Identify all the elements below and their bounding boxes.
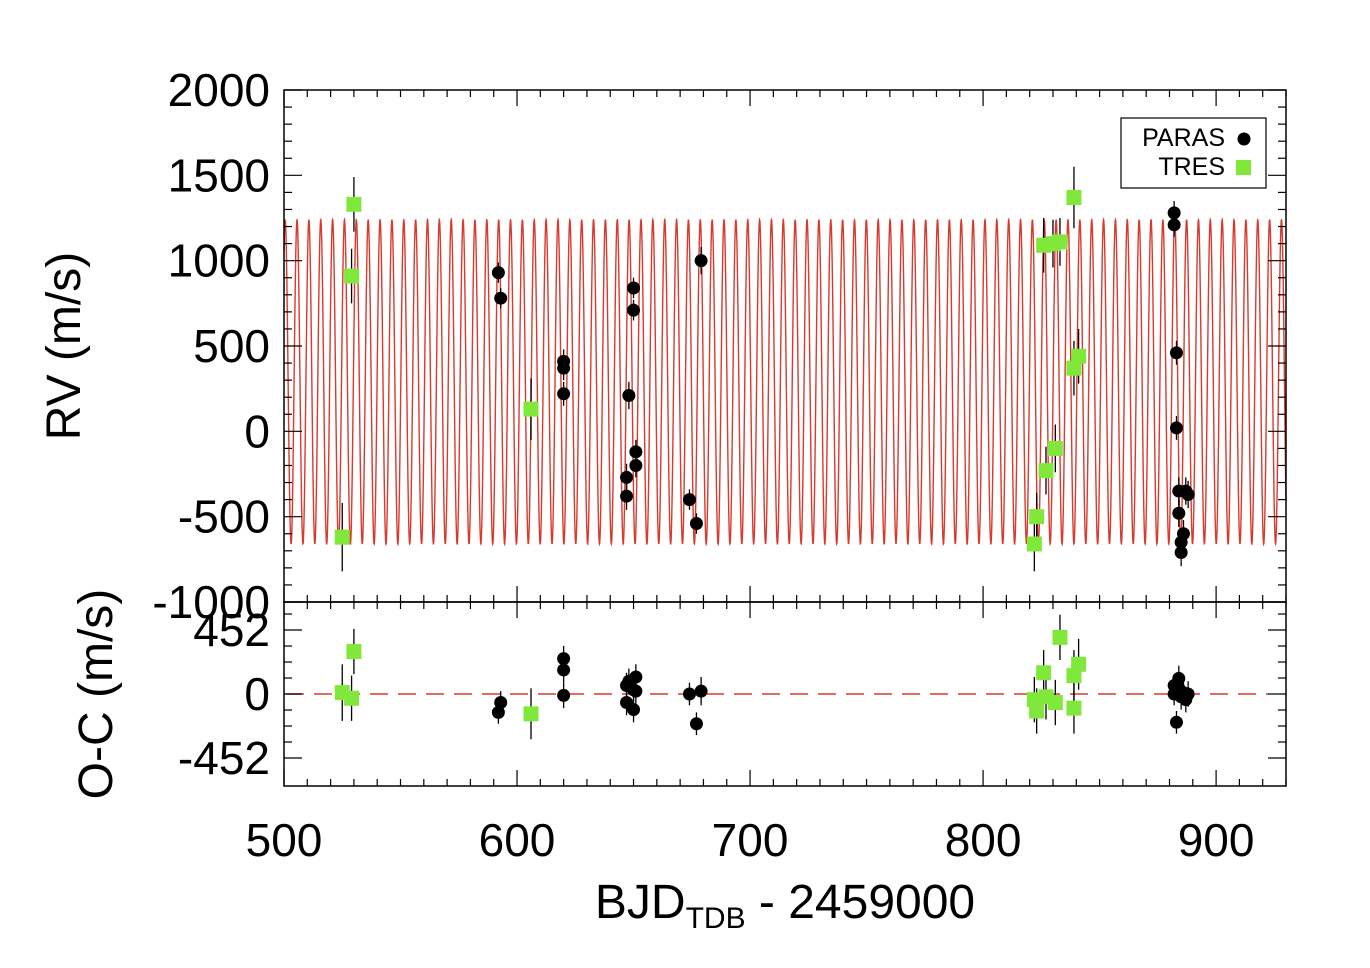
paras-point xyxy=(629,458,643,472)
tres-point xyxy=(523,401,539,417)
paras-point xyxy=(627,703,641,717)
paras-point xyxy=(1169,346,1183,360)
legend: PARAS TRES xyxy=(1120,117,1267,189)
paras-point xyxy=(1181,687,1195,701)
rv-y-axis-title: RV (m/s) xyxy=(38,252,91,440)
legend-marker-tres xyxy=(1236,160,1251,175)
paras-point xyxy=(1169,421,1183,435)
tres-point xyxy=(1026,536,1042,552)
paras-point xyxy=(1167,218,1181,232)
paras-point xyxy=(629,445,643,459)
tres-point xyxy=(1071,656,1087,672)
paras-point xyxy=(494,291,508,305)
tres-point xyxy=(1047,694,1063,710)
rv-y-tick-labels: 2000 1500 1000 500 0 -500 -1000 xyxy=(152,64,270,628)
paras-point xyxy=(494,695,508,709)
y-tick-label: 2000 xyxy=(168,64,270,116)
rv-model-curve-layer xyxy=(283,217,1287,547)
paras-point xyxy=(627,281,641,295)
paras-point xyxy=(491,705,505,719)
y-tick-label: -500 xyxy=(178,491,270,543)
y-tick-label: -452 xyxy=(178,732,270,784)
tres-point xyxy=(1029,509,1045,525)
legend-marker-paras xyxy=(1237,132,1251,146)
tres-point xyxy=(1052,629,1068,645)
paras-point xyxy=(620,489,634,503)
paras-point xyxy=(682,493,696,507)
x-tick-label: 500 xyxy=(246,814,323,866)
tres-point xyxy=(346,196,362,212)
tres-point xyxy=(523,706,539,722)
paras-point xyxy=(1174,546,1188,560)
x-axis-title-suffix: - 2459000 xyxy=(746,876,976,929)
paras-point xyxy=(1169,715,1183,729)
paras-point xyxy=(622,388,636,402)
tres-point xyxy=(1052,234,1068,250)
tres-point xyxy=(1036,665,1052,681)
oc-y-tick-labels: 452 0 -452 xyxy=(178,604,270,784)
x-tick-labels: 500 600 700 800 900 xyxy=(246,814,1255,866)
tres-point xyxy=(1038,463,1054,479)
legend-label-tres: TRES xyxy=(1158,153,1225,181)
oc-points-layer xyxy=(334,629,1195,731)
x-tick-label: 700 xyxy=(712,814,789,866)
paras-point xyxy=(629,670,643,684)
paras-point xyxy=(1181,487,1195,501)
tres-point xyxy=(1026,692,1042,708)
paras-point xyxy=(1172,671,1186,685)
oc-panel: 452 0 -452 O-C (m/s) xyxy=(70,589,1287,800)
oc-axis-ticks xyxy=(283,602,1287,786)
x-axis-title-subscript: TDB xyxy=(686,902,746,935)
paras-point xyxy=(694,254,708,268)
rv-model-curve xyxy=(283,217,1287,547)
x-tick-label: 800 xyxy=(945,814,1022,866)
tres-point xyxy=(1066,190,1082,206)
rv-points-layer xyxy=(334,190,1195,560)
y-tick-label: 0 xyxy=(244,405,270,457)
rv-panel: 2000 1500 1000 500 0 -500 -1000 RV (m/s) xyxy=(38,64,1287,628)
paras-point xyxy=(491,266,505,280)
tres-point xyxy=(1066,700,1082,716)
paras-point xyxy=(620,470,634,484)
paras-point xyxy=(689,717,703,731)
y-tick-label: 1500 xyxy=(168,149,270,201)
x-tick-label: 600 xyxy=(479,814,556,866)
y-tick-label: 0 xyxy=(244,668,270,720)
paras-point xyxy=(557,361,571,375)
tres-point xyxy=(1071,348,1087,364)
paras-point xyxy=(1172,506,1186,520)
y-tick-label: 452 xyxy=(193,604,270,656)
paras-point xyxy=(557,387,571,401)
paras-point xyxy=(629,684,643,698)
tres-point xyxy=(1047,440,1063,456)
paras-point xyxy=(1176,527,1190,541)
paras-point xyxy=(689,516,703,530)
paras-point xyxy=(694,684,708,698)
legend-box xyxy=(1120,117,1267,189)
x-axis-title: BJDTDB - 2459000 xyxy=(595,876,975,935)
legend-label-paras: PARAS xyxy=(1142,124,1225,152)
tres-point xyxy=(344,268,360,284)
tres-point xyxy=(1066,360,1082,376)
paras-point xyxy=(557,688,571,702)
paras-point xyxy=(682,687,696,701)
paras-point xyxy=(557,652,571,666)
tres-point xyxy=(346,644,362,660)
x-tick-label: 900 xyxy=(1178,814,1255,866)
y-tick-label: -1000 xyxy=(152,576,270,628)
oc-y-axis-title: O-C (m/s) xyxy=(70,589,123,800)
x-axis-title-main: BJD xyxy=(595,876,686,929)
y-tick-label: 500 xyxy=(193,320,270,372)
paras-point xyxy=(1167,206,1181,220)
paras-point xyxy=(627,303,641,317)
paras-point xyxy=(557,663,571,677)
tres-point xyxy=(1066,668,1082,684)
tres-point xyxy=(344,690,360,706)
y-tick-label: 1000 xyxy=(168,235,270,287)
tres-point xyxy=(1029,703,1045,719)
tres-point xyxy=(334,529,350,545)
